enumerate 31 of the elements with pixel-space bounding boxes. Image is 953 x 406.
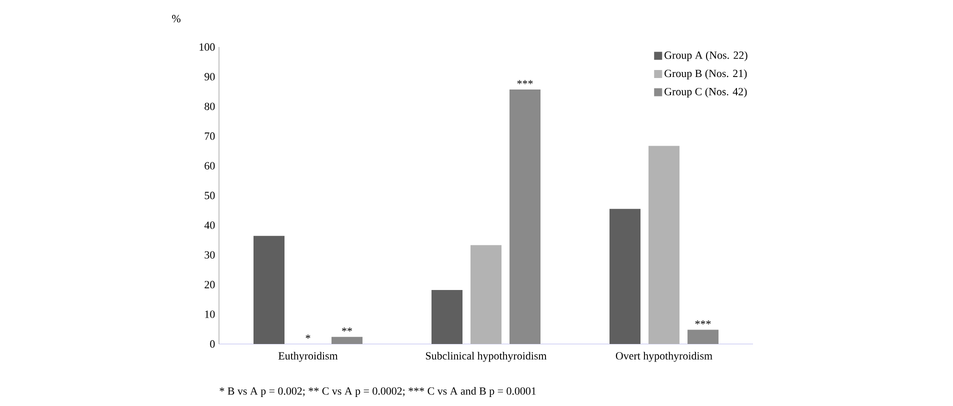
x-tick-label: Euthyroidism xyxy=(278,352,338,362)
y-tick-label: 80 xyxy=(204,102,215,110)
legend-label: Group B (Nos. 21) xyxy=(664,69,747,80)
bar xyxy=(610,208,641,344)
bar xyxy=(510,89,541,344)
bar xyxy=(332,336,363,344)
y-tick-label: 40 xyxy=(204,222,215,229)
y-tick-label: 10 xyxy=(205,310,215,318)
y-tick-label: 20 xyxy=(204,280,215,288)
bar xyxy=(254,236,285,344)
data-label: ** xyxy=(342,328,352,332)
data-label: *** xyxy=(517,80,533,84)
data-label: * xyxy=(306,334,310,339)
y-tick-label: 0 xyxy=(210,340,215,348)
y-tick-label: 50 xyxy=(204,192,215,200)
legend-label: Group C (Nos. 42) xyxy=(664,88,747,98)
y-tick-label: 70 xyxy=(204,132,215,140)
x-tick-label: Overt hypothyroidism xyxy=(616,352,712,362)
y-tick-label: 30 xyxy=(204,251,215,259)
x-tick-label: Subclinical hypothyroidism xyxy=(426,352,547,362)
y-tick-label: 90 xyxy=(204,73,215,80)
legend-label: Group A (Nos. 22) xyxy=(664,51,748,62)
bar xyxy=(432,290,463,344)
bar xyxy=(648,146,680,344)
text: * B vs A p = 0.002; ** C vs A p = 0.0002; *** C vs A and B p = 0.0001 xyxy=(220,387,536,397)
data-label: *** xyxy=(695,320,711,324)
y-tick-label: 100 xyxy=(200,43,215,51)
bar xyxy=(470,245,502,344)
y-tick-label: 60 xyxy=(204,162,215,170)
bar xyxy=(688,330,719,344)
y-axis-title: % xyxy=(172,14,180,22)
